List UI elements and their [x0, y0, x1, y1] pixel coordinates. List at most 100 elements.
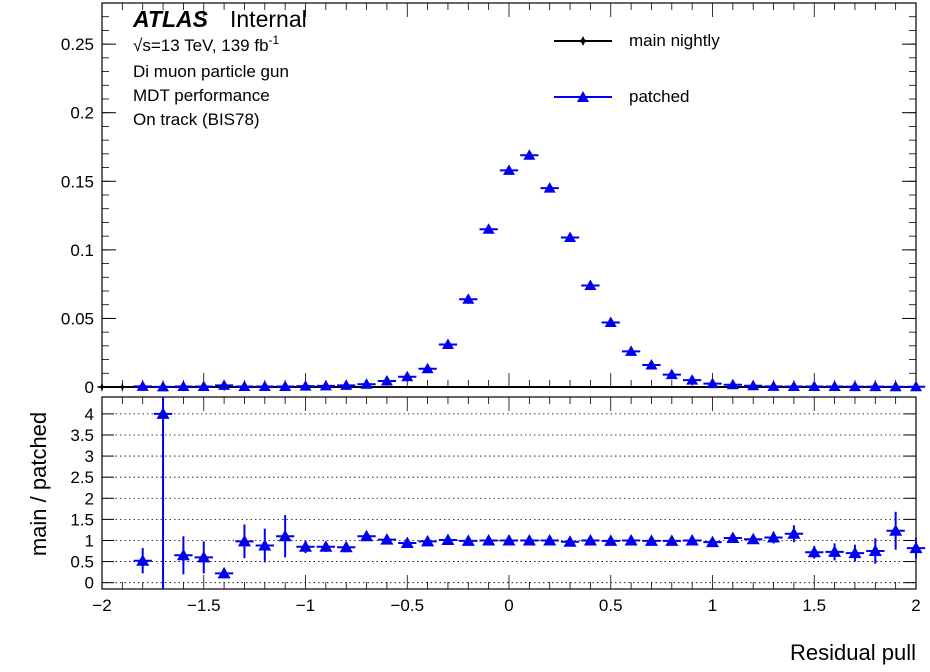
ratio-point: [787, 527, 801, 539]
patched-point: [665, 368, 678, 380]
ratio-point: [441, 533, 455, 546]
legend-label-main: main nightly: [629, 31, 720, 50]
ratio-panel-frame: [101, 396, 917, 590]
info-line-2: MDT performance: [133, 86, 270, 105]
patched-point: [787, 380, 800, 391]
x-axis-label: Residual pull: [790, 640, 916, 665]
patched-point: [604, 316, 617, 328]
ratio-point: [237, 534, 251, 547]
ratio-point: [421, 534, 435, 547]
top-y-tick-label: 0.1: [70, 241, 94, 260]
patched-point: [625, 345, 638, 356]
top-panel-frame: [101, 2, 917, 388]
ratio-point: [767, 531, 781, 543]
ratio-panel-grid: [102, 413, 916, 584]
ratio-point: [299, 540, 312, 552]
ratio-point: [644, 534, 658, 546]
patched-point: [706, 377, 719, 389]
main-nightly-point: [117, 382, 128, 392]
ratio-point: [604, 534, 618, 546]
internal-label: Internal: [230, 6, 307, 32]
ratio-point: [828, 545, 842, 557]
x-tick-label: 1: [708, 596, 717, 615]
top-y-tick-label: 0.05: [61, 309, 94, 328]
energy-label: √s=13 TeV, 139 fb-1: [133, 33, 280, 55]
patched-point: [482, 223, 495, 234]
ratio-point: [522, 533, 536, 546]
ratio-y-tick-label: 3.5: [70, 426, 94, 445]
ratio-point: [583, 533, 597, 546]
patched-point: [503, 164, 515, 175]
ratio-point: [868, 544, 882, 557]
ratio-point: [217, 566, 231, 579]
patched-point: [848, 380, 861, 392]
ratio-point: [848, 546, 862, 559]
patched-point: [157, 380, 170, 392]
patched-point: [401, 370, 414, 382]
ratio-point: [197, 550, 211, 563]
top-y-tick-label: 0.25: [61, 35, 94, 54]
ratio-point: [176, 548, 190, 561]
ratio-y-tick-label: 1.5: [70, 510, 94, 529]
energy-rest: =13 TeV, 139 fb: [151, 36, 269, 55]
patched-point: [584, 279, 597, 291]
patched-point: [421, 362, 434, 374]
top-panel-marks: [97, 149, 926, 392]
patched-point: [238, 380, 251, 391]
patched-point: [726, 378, 739, 390]
ratio-point: [889, 524, 903, 536]
patched-point: [564, 231, 577, 243]
x-tick-label: 1.5: [802, 596, 826, 615]
patched-point: [686, 374, 699, 385]
info-line-3: On track (BIS78): [133, 110, 260, 129]
energy-sup: -1: [269, 33, 280, 47]
x-tick-label: −1.5: [187, 596, 221, 615]
patched-point: [279, 380, 292, 391]
legend-marker-patched: [577, 91, 589, 102]
patched-point: [910, 380, 922, 392]
ratio-point: [258, 539, 272, 551]
ratio-y-tick-label: 2: [85, 489, 94, 508]
ratio-point: [461, 534, 475, 546]
ratio-point: [360, 529, 374, 542]
patched-point: [218, 379, 231, 390]
ratio-point: [909, 541, 923, 554]
legend-label-patched: patched: [629, 87, 690, 106]
ratio-point: [543, 533, 557, 546]
ratio-point: [685, 533, 699, 546]
ratio-panel-marks: [133, 397, 926, 589]
patched-point: [380, 374, 393, 386]
ratio-y-tick-label: 0.5: [70, 553, 94, 572]
ratio-point: [319, 540, 333, 552]
ratio-point: [665, 534, 679, 546]
x-tick-label: −0.5: [390, 596, 424, 615]
ratio-point: [726, 531, 740, 543]
patched-point: [299, 380, 312, 391]
patched-point: [136, 380, 149, 391]
x-tick-label: −2: [92, 596, 111, 615]
patched-point: [747, 379, 760, 391]
patched-point: [177, 380, 190, 391]
patched-point: [645, 359, 658, 370]
ratio-y-axis-label: main / patched: [26, 412, 51, 556]
patched-point: [441, 338, 454, 349]
ratio-point: [807, 545, 821, 558]
legend: main nightly patched: [554, 31, 720, 106]
ratio-point: [278, 529, 292, 542]
patched-point: [340, 379, 353, 390]
patched-point: [808, 380, 821, 391]
ratio-point: [624, 533, 638, 546]
x-tick-label: −1: [296, 596, 315, 615]
patched-point: [197, 380, 210, 391]
atlas-label: ATLAS: [132, 6, 209, 32]
ratio-point: [156, 407, 170, 419]
ratio-y-tick-label: 2.5: [70, 468, 94, 487]
info-line-1: Di muon particle gun: [133, 62, 289, 81]
ratio-y-tick-label: 1: [85, 531, 94, 550]
ratio-point: [136, 554, 150, 566]
top-y-tick-label: 0: [85, 378, 94, 397]
patched-point: [828, 380, 841, 391]
patched-point: [767, 380, 780, 391]
patched-point: [319, 379, 332, 391]
ratio-point: [339, 540, 353, 553]
